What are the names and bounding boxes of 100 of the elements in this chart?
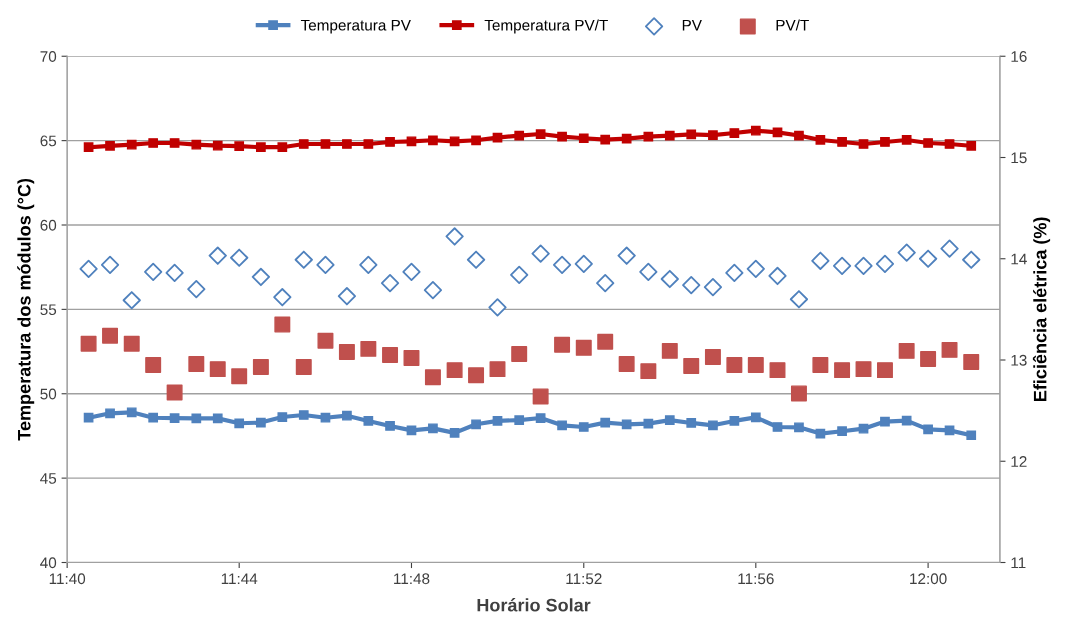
point [923, 138, 933, 148]
point [557, 131, 567, 142]
point [966, 430, 977, 441]
point [729, 128, 740, 138]
point [875, 254, 895, 273]
point [234, 141, 245, 152]
point [100, 255, 120, 274]
point [169, 138, 180, 148]
point [298, 139, 309, 149]
point [729, 416, 740, 426]
point [660, 269, 679, 289]
point [557, 420, 567, 431]
point [83, 142, 94, 153]
point [423, 281, 443, 300]
point [747, 357, 764, 374]
legend-label: Temperatura PV/T [484, 19, 608, 34]
point [661, 342, 678, 359]
y-tick-label: 65 [40, 135, 57, 147]
point [298, 410, 309, 420]
point [966, 140, 977, 151]
point [273, 288, 292, 307]
point [317, 332, 334, 349]
point [640, 363, 657, 380]
x-tick-label: 12:00 [910, 573, 947, 585]
point [122, 291, 141, 310]
point [789, 290, 809, 309]
point [683, 358, 700, 375]
point [126, 139, 137, 150]
point [578, 422, 589, 432]
point [295, 359, 312, 376]
x-tick-label: 11:44 [221, 573, 258, 584]
point [234, 418, 245, 429]
point [449, 136, 460, 147]
point [256, 417, 266, 428]
point [148, 138, 159, 148]
point [639, 262, 658, 282]
point [514, 130, 525, 141]
point [923, 424, 933, 435]
point [858, 423, 869, 434]
point [597, 333, 614, 350]
point [962, 250, 981, 269]
point [102, 327, 119, 344]
point [277, 142, 288, 153]
point [165, 263, 184, 283]
point [80, 335, 97, 352]
point [532, 388, 549, 405]
point [790, 385, 807, 402]
point [578, 133, 589, 144]
point [148, 412, 159, 423]
point [855, 361, 872, 378]
point [492, 416, 503, 426]
point [363, 416, 374, 426]
y-tick-label: 55 [40, 304, 57, 316]
point [468, 367, 485, 384]
point [918, 249, 938, 268]
point [750, 125, 761, 136]
point [402, 262, 421, 282]
point [554, 336, 571, 353]
point [449, 428, 460, 438]
point [643, 131, 654, 142]
x-tick-label: 11:48 [394, 573, 430, 585]
point [123, 335, 140, 352]
point [837, 137, 847, 147]
point [772, 127, 783, 138]
point [750, 412, 761, 423]
point [963, 354, 980, 371]
point [187, 280, 206, 299]
point [901, 415, 912, 426]
point [880, 137, 890, 147]
point [251, 267, 271, 287]
point [854, 256, 873, 275]
point [230, 248, 249, 267]
point [166, 384, 183, 401]
point [686, 129, 697, 140]
point [363, 139, 374, 149]
point [794, 422, 804, 433]
point [446, 362, 463, 379]
point [725, 263, 744, 283]
point [428, 135, 438, 146]
point [403, 349, 420, 366]
legend-label: Temperatura PV [300, 19, 411, 34]
x-tick-label: 11:52 [566, 573, 602, 585]
point [466, 250, 486, 269]
point [342, 410, 352, 421]
point [768, 266, 787, 286]
point [772, 422, 783, 432]
y2-tick-label: 14 [1011, 253, 1027, 265]
point [794, 130, 804, 141]
point [703, 277, 723, 297]
point [941, 341, 958, 358]
x-axis-title: Horário Solar [477, 598, 591, 612]
point [618, 356, 635, 373]
point [837, 426, 847, 437]
legend-label: PV [682, 19, 702, 31]
point [708, 420, 718, 431]
point [385, 421, 395, 431]
point [811, 251, 830, 270]
y-tick-label: 50 [40, 388, 57, 400]
point [191, 413, 202, 424]
point [320, 412, 331, 423]
